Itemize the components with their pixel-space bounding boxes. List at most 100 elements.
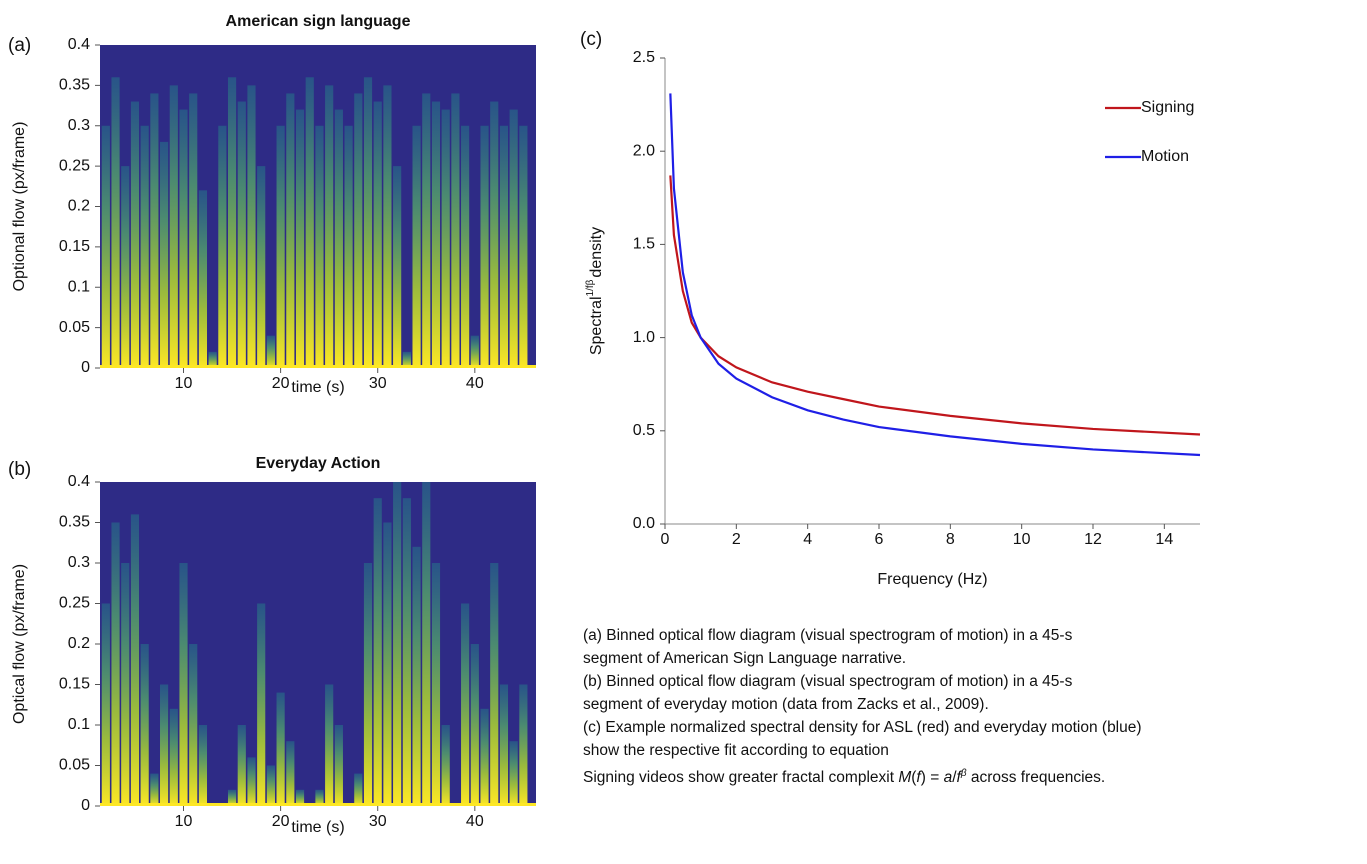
baseline [100,803,536,806]
y-tick-label: 0.15 [59,676,90,693]
flow-column [169,708,178,806]
flow-column [247,85,256,368]
flow-column [101,603,110,806]
y-axis-label: Optical flow (px/frame) [11,564,28,724]
flow-column [354,773,363,806]
y-tick-label: 0.2 [68,198,90,215]
legend-label: Signing [1141,99,1194,116]
flow-column [266,335,275,368]
flow-column [237,725,246,806]
y-tick-label: 0.05 [59,757,90,774]
x-tick-label: 10 [175,375,193,392]
y-tick-label: 0.3 [68,117,90,134]
caption-line: (c) Example normalized spectral density … [583,719,1142,736]
baseline [100,365,536,368]
x-tick-label: 14 [1155,531,1173,548]
x-tick-label: 12 [1084,531,1102,548]
y-tick-label: 1.5 [633,236,655,253]
flow-column [490,563,499,806]
x-tick-label: 20 [272,813,290,830]
flow-column [189,93,198,368]
flow-column [121,166,130,368]
spectrogram [100,482,536,806]
flow-column [431,101,441,368]
caption-line: segment of American Sign Language narrat… [583,650,907,667]
flow-column [169,85,178,368]
y-axis-label-part: density [588,227,605,278]
x-tick-label: 30 [369,813,387,830]
flow-column [325,85,334,368]
y-tick-label: 0.2 [68,635,90,652]
y-axis-label-part: Spectral [588,296,605,355]
y-tick-label: 0.25 [59,595,90,612]
flow-column [383,522,392,806]
flow-column [441,725,450,806]
flow-column [227,77,237,368]
flow-column [179,109,188,368]
flow-column [519,125,528,368]
flow-column [373,101,382,368]
x-tick-label: 8 [946,531,955,548]
caption-line: show the respective fit according to equ… [583,742,889,759]
flow-column [247,757,256,806]
flow-column [509,109,518,368]
caption-segment: M [898,769,912,787]
flow-column [480,708,489,806]
flow-column [373,498,382,806]
flow-column [276,125,285,368]
flow-column [490,101,499,368]
flow-column [431,563,441,806]
flow-column [237,101,246,368]
flow-column [160,684,169,806]
caption-segment: β [960,768,967,779]
flow-column [509,741,518,806]
x-tick-label: 4 [803,531,812,548]
flow-column [286,741,295,806]
y-tick-label: 0.4 [68,36,90,53]
flow-column [150,93,159,368]
flow-column [383,85,392,368]
y-axis-label: Optional flow (px/frame) [11,122,28,292]
caption-segment: f [956,769,961,787]
panel-label: (b) [8,459,31,480]
flow-column [402,351,411,368]
flow-column [461,603,470,806]
y-tick-label: 0.1 [68,278,90,295]
y-tick-label: 0.3 [68,554,90,571]
flow-column [101,125,110,368]
flow-column [295,789,305,806]
flow-column [363,77,373,368]
x-tick-label: 30 [369,375,387,392]
flow-column [499,684,509,806]
caption-segment: ) = [920,769,944,787]
caption-line: (b) Binned optical flow diagram (visual … [583,673,1073,690]
flow-column [160,141,169,368]
flow-column [393,482,402,806]
y-tick-label: 0.1 [68,716,90,733]
x-axis-label: time (s) [291,819,344,836]
caption-segment: Signing videos show greater fractal comp… [583,769,899,787]
flow-column [354,93,363,368]
flow-column [140,125,149,368]
caption-segment: ( [911,769,917,787]
flow-column [257,166,266,368]
y-axis-label-part: 1/fβ [585,279,596,296]
y-axis-label: Spectral1/fβdensity [585,227,606,355]
panel-label: (c) [580,29,602,50]
flow-column [422,93,431,368]
caption-line: segment of everyday motion (data from Za… [583,696,989,713]
x-tick-label: 10 [1013,531,1031,548]
flow-column [422,482,431,806]
flow-column [140,644,149,806]
flow-column [480,125,489,368]
flow-column [286,93,295,368]
flow-column [325,684,334,806]
flow-column [276,692,285,806]
flow-column [334,725,343,806]
flow-column [393,166,402,368]
legend-label: Motion [1141,148,1189,165]
x-tick-label: 10 [175,813,193,830]
y-tick-label: 2.0 [633,142,655,159]
flow-column [499,125,509,368]
